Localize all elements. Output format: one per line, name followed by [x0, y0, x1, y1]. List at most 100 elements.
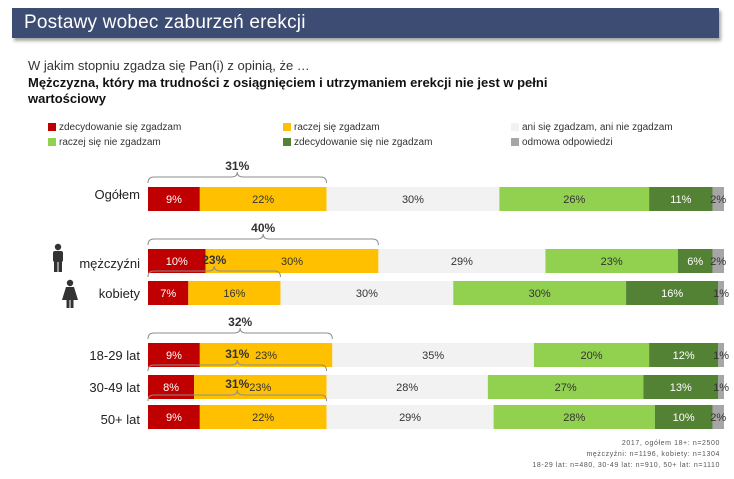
- bar-men-disagree: [545, 249, 678, 273]
- bar-total-neutral: [326, 187, 500, 211]
- bar-label-total-neutral: 30%: [402, 194, 424, 206]
- agree-total-label-women: 23%: [202, 253, 226, 267]
- bar-age-50-plus-no-answer: [712, 405, 724, 429]
- bar-label-age-30-49-neutral: 28%: [396, 382, 418, 394]
- bar-label-age-30-49-strongly-disagree: 13%: [670, 382, 692, 394]
- agree-brace-age-30-49: [147, 359, 328, 372]
- bar-age-30-49-disagree: [487, 375, 644, 399]
- title-bar: Postawy wobec zaburzeń erekcji: [12, 8, 719, 38]
- bar-label-women-strongly-agree: 7%: [160, 288, 176, 300]
- agree-brace-total: [147, 171, 328, 184]
- bar-men-strongly-agree: [148, 249, 206, 273]
- bar-label-age-18-29-agree: 23%: [255, 350, 277, 362]
- legend-swatch: [283, 123, 291, 131]
- bar-label-age-50-plus-neutral: 29%: [399, 412, 421, 424]
- row-label-women: kobiety: [98, 286, 140, 301]
- bar-label-age-30-49-no-answer: 1%: [713, 382, 729, 394]
- bar-age-50-plus-strongly-disagree: [654, 405, 713, 429]
- bar-age-30-49-no-answer: [718, 375, 724, 399]
- bar-label-age-50-plus-disagree: 28%: [563, 412, 585, 424]
- bar-label-total-agree: 22%: [252, 194, 274, 206]
- legend-item-agree: raczej się zgadzam: [283, 122, 380, 133]
- bar-women-strongly-agree: [148, 281, 189, 305]
- agree-brace-age-18-29: [147, 327, 333, 340]
- legend-item-neutral: ani się zgadzam, ani nie zgadzam: [511, 122, 673, 133]
- bar-total-strongly-agree: [148, 187, 200, 211]
- bar-label-women-strongly-disagree: 16%: [661, 288, 683, 300]
- agree-total-label-total: 31%: [225, 159, 249, 173]
- agree-total-label-age-50-plus: 31%: [225, 377, 249, 391]
- agree-total-label-age-18-29: 32%: [228, 315, 252, 329]
- bar-label-women-agree: 16%: [223, 288, 245, 300]
- bar-label-total-disagree: 26%: [563, 194, 585, 206]
- bar-women-disagree: [453, 281, 627, 305]
- bar-women-neutral: [280, 281, 454, 305]
- bar-total-no-answer: [712, 187, 724, 211]
- legend-item-disagree: raczej się nie zgadzam: [48, 137, 161, 148]
- bar-label-age-18-29-neutral: 35%: [422, 350, 444, 362]
- bar-label-age-18-29-strongly-agree: 9%: [166, 350, 182, 362]
- bar-label-age-50-plus-agree: 22%: [252, 412, 274, 424]
- legend-label: raczej się zgadzam: [294, 122, 380, 133]
- agree-brace-men: [147, 233, 379, 246]
- agree-total-label-men: 40%: [251, 221, 275, 235]
- bar-age-18-29-strongly-disagree: [649, 343, 719, 367]
- legend-swatch: [511, 123, 519, 131]
- legend-label: raczej się nie zgadzam: [59, 137, 161, 148]
- bar-label-total-strongly-disagree: 11%: [670, 194, 691, 206]
- bar-label-women-neutral: 30%: [356, 288, 378, 300]
- bar-age-30-49-strongly-disagree: [643, 375, 719, 399]
- bar-label-age-50-plus-strongly-disagree: 10%: [673, 412, 695, 424]
- bar-age-50-plus-agree: [199, 405, 327, 429]
- footnote-age: 18-29 lat: n=480, 30-49 lat: n=910, 50+ …: [532, 462, 720, 469]
- bar-men-strongly-disagree: [677, 249, 713, 273]
- bar-age-18-29-strongly-agree: [148, 343, 200, 367]
- bar-label-age-18-29-strongly-disagree: 12%: [673, 350, 695, 362]
- legend-swatch: [283, 138, 291, 146]
- bar-total-disagree: [499, 187, 650, 211]
- bar-age-50-plus-disagree: [493, 405, 655, 429]
- bar-women-agree: [188, 281, 281, 305]
- bar-label-men-no-answer: 2%: [710, 256, 726, 268]
- bar-label-women-disagree: 30%: [529, 288, 551, 300]
- row-label-men: mężczyźni: [79, 256, 140, 271]
- bar-age-18-29-no-answer: [718, 343, 724, 367]
- bar-label-women-no-answer: 1%: [713, 288, 729, 300]
- bar-age-18-29-neutral: [332, 343, 534, 367]
- bar-label-age-18-29-disagree: 20%: [581, 350, 603, 362]
- bar-label-men-agree: 30%: [281, 256, 303, 268]
- bar-label-age-18-29-no-answer: 1%: [713, 350, 729, 362]
- agree-brace-women: [147, 265, 281, 278]
- row-label-age-50-plus: 50+ lat: [100, 412, 140, 427]
- bar-label-men-neutral: 29%: [451, 256, 473, 268]
- bar-label-men-strongly-agree: 10%: [166, 256, 188, 268]
- bar-label-age-50-plus-strongly-agree: 9%: [166, 412, 182, 424]
- bar-label-age-30-49-disagree: 27%: [555, 382, 577, 394]
- bar-label-men-disagree: 23%: [601, 256, 623, 268]
- bar-label-total-no-answer: 2%: [710, 194, 726, 206]
- bar-age-18-29-disagree: [533, 343, 650, 367]
- legend-swatch: [511, 138, 519, 146]
- legend-swatch: [48, 138, 56, 146]
- agree-brace-age-50-plus: [147, 389, 328, 402]
- bar-age-50-plus-neutral: [326, 405, 494, 429]
- legend-item-strongly-agree: zdecydowanie się zgadzam: [48, 122, 181, 133]
- legend-label: odmowa odpowiedzi: [522, 137, 613, 148]
- row-label-age-18-29: 18-29 lat: [89, 348, 140, 363]
- footnote-total: 2017, ogółem 18+: n=2500: [621, 440, 720, 447]
- bar-label-age-30-49-agree: 23%: [249, 382, 271, 394]
- legend-swatch: [48, 123, 56, 131]
- bar-label-age-50-plus-no-answer: 2%: [710, 412, 726, 424]
- survey-statement: Mężczyzna, który ma trudności z osiągnię…: [28, 75, 548, 106]
- row-label-age-30-49: 30-49 lat: [89, 380, 140, 395]
- bar-total-strongly-disagree: [649, 187, 713, 211]
- legend-label: ani się zgadzam, ani nie zgadzam: [522, 122, 673, 133]
- row-label-total: Ogółem: [94, 187, 140, 202]
- footnote-gender: mężczyźni: n=1196, kobiety: n=1304: [586, 451, 720, 458]
- bar-age-18-29-agree: [199, 343, 333, 367]
- legend-label: zdecydowanie się zgadzam: [59, 122, 182, 133]
- bar-label-age-30-49-strongly-agree: 8%: [163, 382, 179, 394]
- bar-age-50-plus-strongly-agree: [148, 405, 200, 429]
- bar-women-strongly-disagree: [626, 281, 719, 305]
- bar-women-no-answer: [718, 281, 724, 305]
